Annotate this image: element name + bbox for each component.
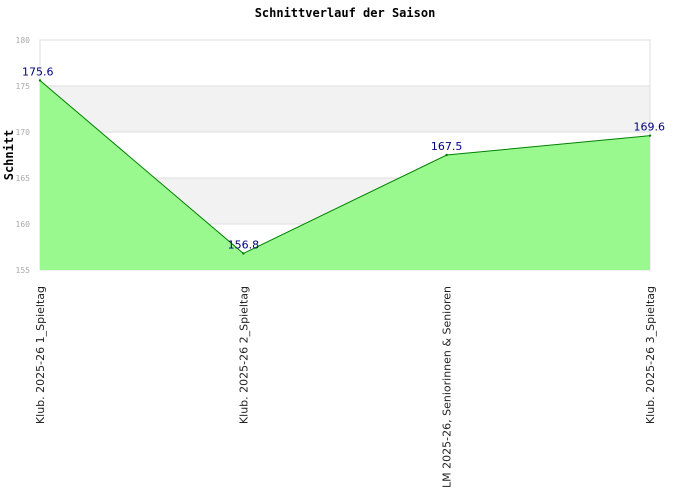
x-tick-label: Klub. 2025-26 3_Spieltag [644, 286, 657, 424]
x-tick-label: Klub. 2025-26 2_Spieltag [237, 286, 250, 424]
data-label: 156.8 [228, 238, 260, 251]
data-point [242, 252, 245, 255]
grid-band [40, 40, 650, 86]
data-label: 169.6 [634, 121, 666, 134]
x-tick-labels: Klub. 2025-26 1_Spieltag Klub. 2025-26 2_… [34, 286, 657, 488]
data-labels: 175.6 156.8 167.5 169.6 [22, 65, 665, 251]
data-label: 167.5 [431, 140, 463, 153]
y-tick-label: 180 [16, 36, 31, 45]
data-point [445, 153, 448, 157]
y-tick-label: 165 [16, 174, 31, 183]
y-tick-label: 155 [16, 266, 31, 275]
x-tick-label: LM 2025-26, Seniorinnen & Senioren [441, 286, 454, 488]
x-tick-label: Klub. 2025-26 1_Spieltag [34, 286, 47, 424]
y-tick-label: 175 [16, 82, 31, 91]
y-tick-label: 170 [16, 128, 31, 137]
series-layer [38, 79, 652, 270]
data-label: 175.6 [22, 65, 54, 78]
chart-title: Schnittverlauf der Saison [255, 6, 436, 20]
y-tick-labels: 155 160 165 170 175 180 [16, 36, 31, 275]
grid-band [40, 86, 650, 132]
series-line [39, 80, 651, 255]
y-axis-label: Schnitt [2, 130, 16, 181]
y-tick-label: 160 [16, 220, 31, 229]
data-point [38, 79, 42, 82]
series-area [40, 80, 650, 270]
data-point [648, 134, 652, 137]
